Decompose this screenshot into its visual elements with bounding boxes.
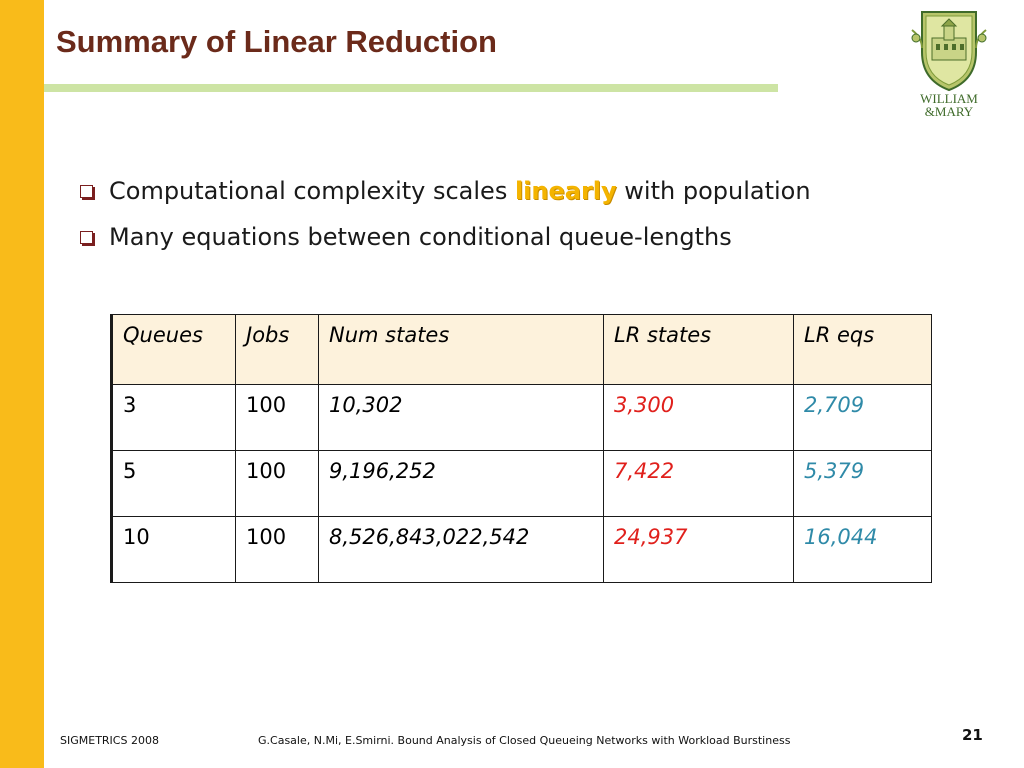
table-row: 10 100 8,526,843,022,542 24,937 16,044 [110,516,932,583]
cell-queues: 10 [110,516,236,583]
slide-title: Summary of Linear Reduction [56,24,497,59]
cell-jobs: 100 [235,450,319,517]
cell-num-states: 8,526,843,022,542 [318,516,604,583]
cell-lr-states: 24,937 [603,516,794,583]
checkbox-bullet-icon [80,230,93,244]
cell-lr-states: 7,422 [603,450,794,517]
logo-text-line1: WILLIAM [920,91,978,106]
table-header-row: Queues Jobs Num states LR states LR eqs [110,314,932,385]
footer-citation: G.Casale, N.Mi, E.Smirni. Bound Analysis… [258,734,791,747]
checkbox-bullet-icon [80,184,93,198]
cell-jobs: 100 [235,384,319,451]
william-mary-logo: WILLIAM &MARY [908,8,990,118]
logo-text-line2: &MARY [924,104,974,119]
left-accent-bar [0,0,44,768]
cell-lr-eqs: 2,709 [793,384,932,451]
bullet-text: Many equations between conditional queue… [109,223,732,251]
bullet-item-complexity: Computational complexity scales linearly… [80,168,811,214]
header-queues: Queues [110,314,236,385]
header-lr-states: LR states [603,314,794,385]
header-lr-eqs: LR eqs [793,314,932,385]
footer-conference: SIGMETRICS 2008 [60,734,159,747]
highlight-linearly: linearly [514,177,617,205]
table-row: 3 100 10,302 3,300 2,709 [110,384,932,451]
bullet-text-after: with population [616,177,811,205]
header-num-states: Num states [318,314,604,385]
table-row: 5 100 9,196,252 7,422 5,379 [110,450,932,517]
bullet-list: Computational complexity scales linearly… [80,168,811,260]
title-underline [44,84,778,92]
cell-jobs: 100 [235,516,319,583]
bullet-text-before: Computational complexity scales [109,177,515,205]
crest-icon [911,11,987,92]
page-number: 21 [962,726,983,744]
cell-queues: 5 [110,450,236,517]
cell-lr-eqs: 16,044 [793,516,932,583]
cell-lr-states: 3,300 [603,384,794,451]
results-table: Queues Jobs Num states LR states LR eqs … [110,314,932,583]
cell-queues: 3 [110,384,236,451]
header-jobs: Jobs [235,314,319,385]
bullet-item-equations: Many equations between conditional queue… [80,214,811,260]
cell-num-states: 9,196,252 [318,450,604,517]
cell-num-states: 10,302 [318,384,604,451]
cell-lr-eqs: 5,379 [793,450,932,517]
